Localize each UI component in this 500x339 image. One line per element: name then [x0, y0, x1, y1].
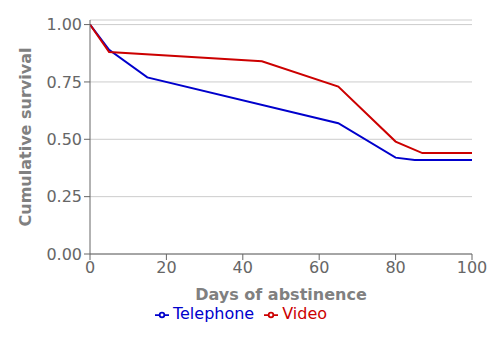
svg-text:0.00: 0.00	[46, 245, 82, 264]
svg-text:0: 0	[85, 258, 95, 277]
svg-text:40: 40	[233, 258, 253, 277]
html-text:Telephone: Telephone	[173, 304, 255, 323]
svg-text:0.75: 0.75	[46, 73, 82, 92]
svg-text:1.00: 1.00	[46, 15, 82, 34]
html-text:Video: Video	[282, 304, 327, 323]
svg-text:0.25: 0.25	[46, 187, 82, 206]
svg-text:80: 80	[385, 258, 405, 277]
svg-text:Cumulative survival: Cumulative survival	[16, 48, 35, 227]
svg-text:0.50: 0.50	[46, 130, 82, 149]
svg-text:20: 20	[156, 258, 176, 277]
svg-text:60: 60	[309, 258, 329, 277]
svg-text:Days of abstinence: Days of abstinence	[195, 285, 367, 304]
svg-text:100: 100	[457, 258, 488, 277]
